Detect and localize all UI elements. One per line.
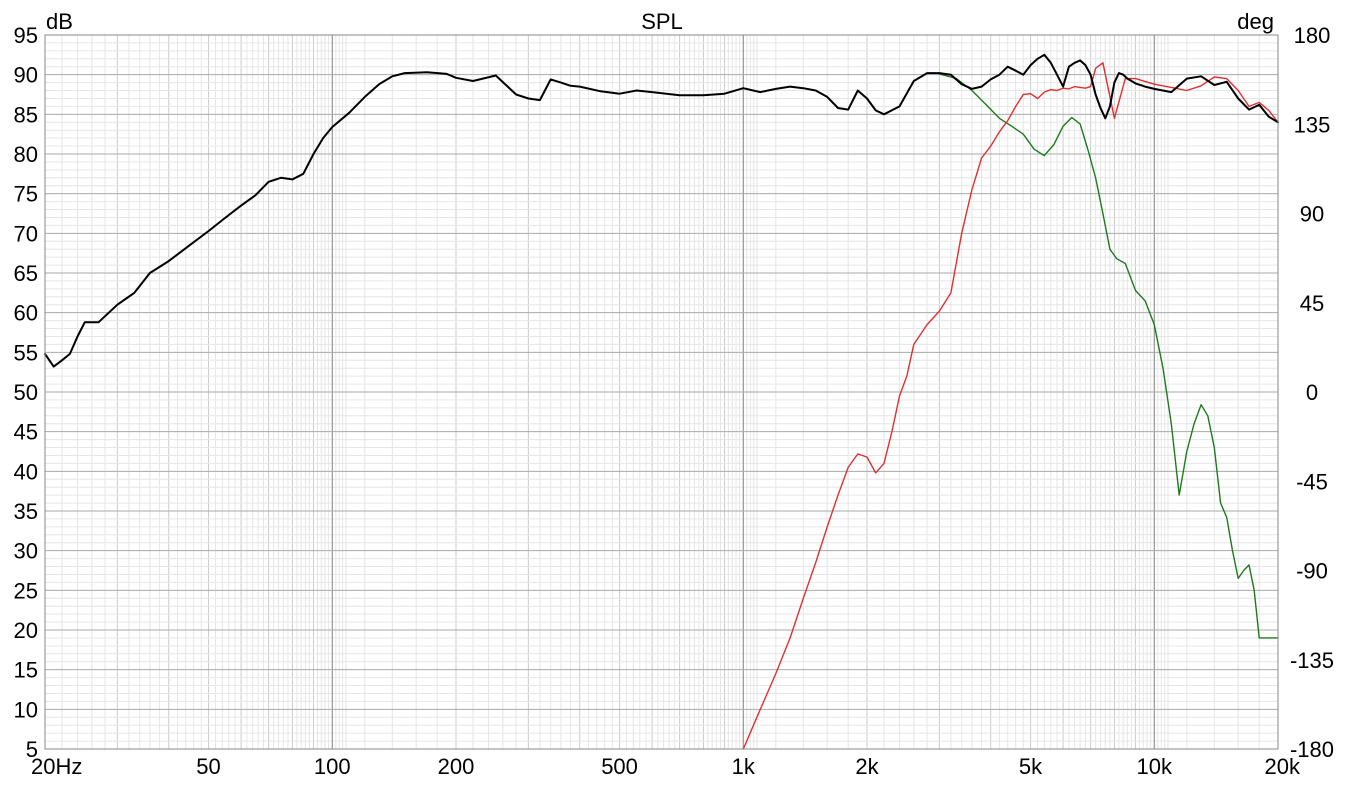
x-tick-label: 1k bbox=[732, 754, 756, 779]
y-tick-label: 5 bbox=[26, 737, 38, 762]
plot-frame bbox=[44, 34, 1279, 750]
y-tick-label: 45 bbox=[14, 420, 38, 445]
series-line-3 bbox=[742, 62, 1279, 750]
y-tick-label: 60 bbox=[14, 301, 38, 326]
y2-tick-label: 0 bbox=[1306, 380, 1318, 405]
y-tick-label: 65 bbox=[14, 261, 38, 286]
x-tick-label: 10k bbox=[1137, 754, 1173, 779]
y2-tick-label: 135 bbox=[1294, 112, 1331, 137]
y-tick-label: 15 bbox=[14, 658, 38, 683]
y-tick-label: 95 bbox=[14, 23, 38, 48]
x-tick-label: 5k bbox=[1019, 754, 1043, 779]
y-left-unit-label: dB bbox=[46, 9, 73, 34]
y-tick-label: 85 bbox=[14, 102, 38, 127]
y2-tick-label: -135 bbox=[1290, 648, 1334, 673]
y-tick-label: 30 bbox=[14, 539, 38, 564]
y-tick-label: 35 bbox=[14, 499, 38, 524]
x-tick-label: 20Hz bbox=[31, 754, 82, 779]
y-tick-label: 70 bbox=[14, 221, 38, 246]
x-tick-label: 20k bbox=[1265, 754, 1301, 779]
x-tick-label: 100 bbox=[314, 754, 351, 779]
x-tick-label: 200 bbox=[438, 754, 475, 779]
x-tick-label: 50 bbox=[196, 754, 220, 779]
y-tick-label: 80 bbox=[14, 142, 38, 167]
y-tick-label: 40 bbox=[14, 459, 38, 484]
x-tick-label: 500 bbox=[601, 754, 638, 779]
y2-tick-label: -180 bbox=[1290, 737, 1334, 762]
y-tick-label: 50 bbox=[14, 380, 38, 405]
y2-tick-label: 45 bbox=[1300, 291, 1324, 316]
y-right-unit-label: deg bbox=[1237, 9, 1274, 34]
y-tick-label: 55 bbox=[14, 340, 38, 365]
y2-tick-label: 180 bbox=[1294, 23, 1331, 48]
y-tick-label: 25 bbox=[14, 578, 38, 603]
y-tick-label: 20 bbox=[14, 618, 38, 643]
y-tick-label: 90 bbox=[14, 63, 38, 88]
y2-tick-label: 90 bbox=[1300, 202, 1324, 227]
x-tick-label: 2k bbox=[855, 754, 879, 779]
series-line-1 bbox=[44, 53, 1279, 368]
y-tick-label: 75 bbox=[14, 182, 38, 207]
y2-tick-label: -90 bbox=[1296, 559, 1328, 584]
y-tick-label: 10 bbox=[14, 697, 38, 722]
y2-tick-label: -45 bbox=[1296, 469, 1328, 494]
series-line-2 bbox=[938, 73, 1279, 639]
chart-title: SPL bbox=[641, 9, 683, 34]
